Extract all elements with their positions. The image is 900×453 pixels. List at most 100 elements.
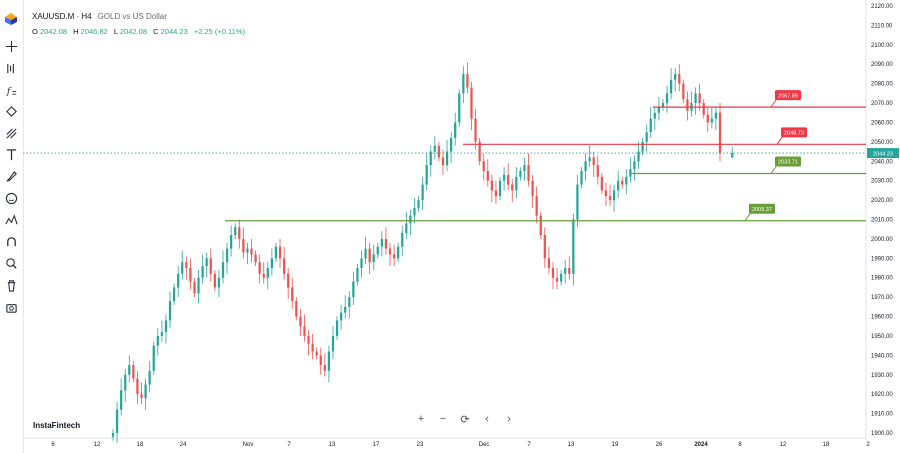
candle-body [507, 174, 510, 185]
x-tick-label: 17 [373, 442, 380, 448]
candle-body [254, 254, 257, 263]
candle-body [421, 184, 424, 201]
price-chart[interactable]: 2120.00 2110.00 2100.00 2090.00 2080.00 2070.… [23, 0, 900, 453]
candle-body [417, 200, 420, 208]
candle-body [454, 122, 457, 138]
candle-body [193, 281, 196, 294]
candle-body [356, 268, 359, 282]
x-tick-label: 26 [656, 442, 663, 448]
low-label: L [113, 27, 118, 36]
candle-body [156, 335, 159, 346]
support-2009-badge[interactable] [749, 203, 775, 214]
candle-body [205, 258, 208, 267]
brush-icon[interactable] [2, 167, 20, 185]
candle-body [678, 73, 681, 84]
candle-body [633, 161, 636, 170]
candle-body [120, 390, 123, 410]
candle-body [731, 153, 734, 158]
candle-body [225, 248, 229, 263]
y-tick-label: 1950.00 [871, 334, 893, 340]
lock-draw-icon[interactable] [2, 254, 20, 272]
candle-body [352, 281, 355, 298]
candle-body [405, 223, 408, 234]
candle-body [441, 157, 445, 166]
candle-body [189, 268, 192, 282]
candle-body [445, 151, 449, 166]
candle-body [262, 273, 265, 278]
candle-body [376, 246, 379, 255]
resistance-2048-badge[interactable] [781, 127, 807, 138]
current-price-badge [867, 148, 899, 159]
candle-body [669, 79, 673, 94]
y-tick-label: 1970.00 [871, 295, 893, 301]
y-tick-label: 1960.00 [871, 315, 893, 321]
symbol-header: XAUUSD.M · H4 GOLD vs US Dollar [32, 12, 167, 21]
candle-body [482, 161, 485, 171]
scroll-right-button[interactable]: › [500, 410, 518, 428]
drawing-toolbar: f [0, 0, 24, 453]
candle-body [682, 83, 685, 100]
candle-body [335, 320, 339, 336]
candle-body [311, 343, 314, 352]
candle-body [315, 351, 318, 356]
candle-body [287, 273, 290, 288]
candle-body [392, 254, 396, 259]
magnet-icon[interactable] [2, 232, 20, 250]
crosshair-icon[interactable] [2, 37, 20, 55]
scroll-left-button[interactable]: ‹ [478, 410, 496, 428]
candle-body [388, 248, 392, 255]
y-tick-label: 1900.00 [871, 431, 893, 437]
candle-body [547, 258, 551, 269]
y-tick-label: 1980.00 [871, 276, 893, 282]
candle-body [523, 165, 526, 171]
candle-body [246, 248, 249, 253]
candle-body [698, 93, 701, 104]
candle-body [458, 93, 461, 123]
candle-body [148, 370, 151, 385]
y-tick-label: 2070.00 [871, 101, 893, 107]
candle-body [197, 277, 200, 294]
fib-icon[interactable]: f [2, 81, 20, 99]
candle-body [360, 258, 363, 269]
emoji-icon[interactable] [2, 189, 20, 207]
high-value: 2046.82 [80, 27, 108, 36]
candle-body [486, 170, 489, 181]
candle-body [470, 87, 473, 119]
candle-body [168, 301, 172, 321]
candle-body [535, 196, 538, 216]
reset-chart-button[interactable]: ⟳ [456, 410, 474, 428]
open-label: O [32, 27, 38, 36]
zoom-out-button[interactable]: − [434, 410, 452, 428]
candle-body [490, 180, 493, 191]
candle-body [478, 141, 481, 162]
text-icon[interactable] [2, 145, 20, 163]
y-tick-label: 2080.00 [871, 82, 893, 88]
support-2033-badge[interactable] [775, 156, 801, 167]
candle-body [600, 176, 603, 191]
projection-icon[interactable] [2, 124, 20, 142]
candle-body [612, 190, 616, 201]
measure-icon[interactable] [2, 210, 20, 228]
x-tick-label: 12 [94, 442, 101, 448]
candle-body [584, 161, 587, 171]
y-tick-label: 2020.00 [871, 198, 893, 204]
y-tick-label: 2000.00 [871, 237, 893, 243]
candle-body [274, 246, 278, 259]
zoom-in-button[interactable]: + [412, 410, 430, 428]
pattern-icon[interactable] [2, 102, 20, 120]
x-tick-label: 12 [780, 442, 787, 448]
candle-body [344, 306, 347, 313]
trash-icon[interactable] [2, 276, 20, 294]
candle-body [340, 312, 343, 321]
candle-body [282, 258, 286, 274]
price-axis[interactable] [866, 0, 900, 453]
y-tick-label: 2090.00 [871, 62, 893, 68]
candle-body [242, 238, 245, 253]
camera-icon[interactable] [2, 298, 20, 316]
y-tick-label: 2040.00 [871, 159, 893, 165]
candle-body [413, 207, 416, 216]
trend-line-icon[interactable] [2, 59, 20, 77]
resistance-2067-badge[interactable] [775, 90, 801, 101]
candle-body [319, 355, 322, 366]
candle-body [331, 335, 335, 352]
